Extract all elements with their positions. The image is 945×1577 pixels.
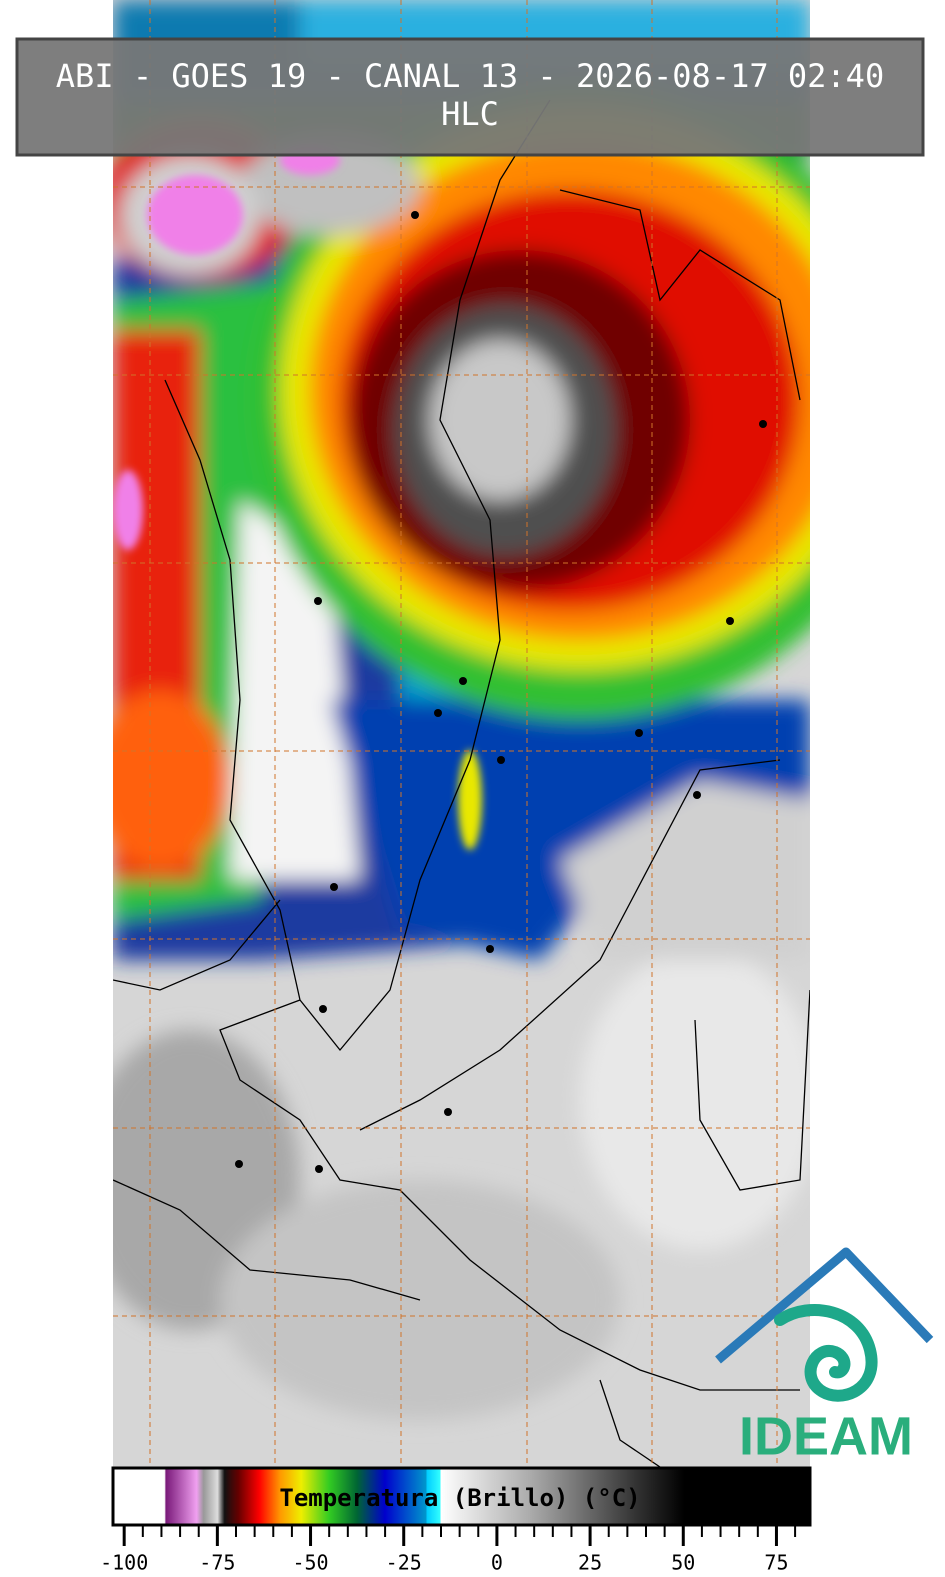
city-dots (235, 211, 767, 1173)
tick-label: -25 (386, 1551, 422, 1575)
tick-label: -100 (100, 1551, 148, 1575)
graticule (113, 0, 810, 1467)
tick-label: -50 (292, 1551, 328, 1575)
title: ABI - GOES 19 - CANAL 13 - 2026-08-17 02… (56, 57, 884, 95)
tick-label: 0 (491, 1551, 503, 1575)
tick-label: 25 (578, 1551, 602, 1575)
colorbar (111, 1466, 812, 1527)
tick-label: 50 (671, 1551, 695, 1575)
title-box (15, 37, 925, 157)
subtitle: HLC (441, 95, 499, 133)
colorbar-axis: -100 -75 -50 -25 0 25 50 75 (100, 1526, 797, 1575)
tick-label: 75 (764, 1551, 788, 1575)
satellite-image (113, 0, 810, 1467)
logo: IDEAM (715, 1247, 934, 1466)
colorbar-label: Temperatura (Brillo) (°C) (279, 1484, 640, 1512)
logo-text: IDEAM (739, 1406, 913, 1466)
borders (113, 99, 810, 1467)
tick-label: -75 (199, 1551, 235, 1575)
